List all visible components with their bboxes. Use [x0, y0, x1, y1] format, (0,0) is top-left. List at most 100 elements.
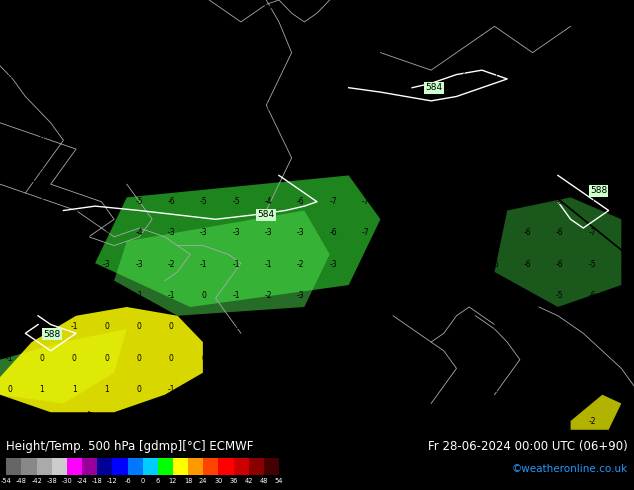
Text: -6: -6 — [621, 291, 628, 300]
Text: -7: -7 — [394, 103, 402, 112]
Bar — [67, 458, 82, 474]
Text: 0: 0 — [39, 354, 44, 363]
Text: 588: 588 — [43, 330, 61, 339]
Text: -2: -2 — [297, 260, 304, 269]
Bar — [233, 458, 249, 474]
Text: -8: -8 — [427, 9, 434, 18]
Text: -8: -8 — [135, 9, 143, 18]
Text: -2: -2 — [330, 385, 337, 394]
Bar — [97, 458, 112, 474]
Text: -7: -7 — [264, 72, 272, 80]
Text: -7: -7 — [264, 103, 272, 112]
Text: -8: -8 — [38, 72, 46, 80]
Text: -1: -1 — [167, 291, 175, 300]
Text: -6: -6 — [200, 9, 207, 18]
Text: -4: -4 — [70, 228, 78, 237]
Text: -1: -1 — [588, 385, 596, 394]
Text: -6: -6 — [588, 291, 596, 300]
Text: -7: -7 — [427, 103, 434, 112]
Text: -7: -7 — [524, 134, 531, 143]
Text: -6: -6 — [556, 322, 564, 331]
Bar — [204, 458, 218, 474]
Text: -7: -7 — [427, 197, 434, 206]
Text: 0: 0 — [141, 478, 145, 484]
Text: 0: 0 — [136, 385, 141, 394]
Text: -1: -1 — [459, 416, 467, 425]
Bar — [158, 458, 173, 474]
Text: -4: -4 — [38, 197, 46, 206]
Text: -2: -2 — [167, 260, 175, 269]
Text: 30: 30 — [214, 478, 223, 484]
Text: 0: 0 — [201, 354, 206, 363]
Text: -7: -7 — [70, 103, 78, 112]
Text: 0: 0 — [136, 416, 141, 425]
Text: -7: -7 — [491, 103, 499, 112]
Text: -7: -7 — [200, 40, 207, 49]
Text: 0: 0 — [104, 322, 109, 331]
Text: -6: -6 — [362, 291, 370, 300]
Text: -5: -5 — [70, 134, 78, 143]
Text: -8: -8 — [38, 40, 46, 49]
Text: -4: -4 — [103, 228, 110, 237]
Text: -7: -7 — [135, 72, 143, 80]
Text: -1: -1 — [232, 416, 240, 425]
Text: -5: -5 — [621, 354, 628, 363]
Text: -6: -6 — [556, 354, 564, 363]
Text: -3: -3 — [70, 260, 78, 269]
Text: -6: -6 — [621, 228, 628, 237]
Text: 18: 18 — [184, 478, 192, 484]
Text: -1: -1 — [232, 322, 240, 331]
Text: -4: -4 — [70, 197, 78, 206]
Text: -7: -7 — [588, 72, 596, 80]
Text: Height/Temp. 500 hPa [gdmp][°C] ECMWF: Height/Temp. 500 hPa [gdmp][°C] ECMWF — [6, 440, 254, 453]
Text: -7: -7 — [427, 134, 434, 143]
Text: -7: -7 — [491, 72, 499, 80]
Text: -6: -6 — [427, 228, 434, 237]
Text: -4: -4 — [38, 228, 46, 237]
Text: -5: -5 — [264, 166, 272, 174]
Text: -3: -3 — [297, 291, 304, 300]
Text: -2: -2 — [427, 416, 434, 425]
Text: -7: -7 — [135, 40, 143, 49]
Text: -1: -1 — [70, 322, 78, 331]
Text: -7: -7 — [103, 72, 110, 80]
Text: -4: -4 — [6, 228, 13, 237]
Text: -7: -7 — [394, 166, 402, 174]
Text: -1: -1 — [103, 291, 110, 300]
Text: -1: -1 — [491, 416, 499, 425]
Text: -7: -7 — [556, 134, 564, 143]
Text: -8: -8 — [621, 103, 628, 112]
Text: -6: -6 — [394, 197, 402, 206]
Text: -7: -7 — [264, 40, 272, 49]
Text: -1: -1 — [6, 416, 13, 425]
Text: -4: -4 — [362, 260, 370, 269]
Text: -5: -5 — [297, 166, 304, 174]
Text: 12: 12 — [169, 478, 177, 484]
Text: -7: -7 — [200, 103, 207, 112]
Text: -4: -4 — [135, 228, 143, 237]
Text: -7: -7 — [556, 166, 564, 174]
Text: -7: -7 — [459, 40, 467, 49]
Text: -2: -2 — [265, 291, 272, 300]
Text: -6: -6 — [330, 134, 337, 143]
Text: -7: -7 — [621, 9, 628, 18]
Text: -5: -5 — [232, 197, 240, 206]
Text: -7: -7 — [167, 103, 175, 112]
Text: 0: 0 — [201, 385, 206, 394]
Text: -6: -6 — [556, 228, 564, 237]
Text: -7: -7 — [459, 134, 467, 143]
Bar — [188, 458, 204, 474]
Text: -6: -6 — [459, 228, 467, 237]
Text: -4: -4 — [38, 260, 46, 269]
Text: -7: -7 — [297, 72, 304, 80]
Text: -3: -3 — [167, 228, 175, 237]
Text: 0: 0 — [72, 416, 77, 425]
Bar — [82, 458, 97, 474]
Text: 54: 54 — [275, 478, 283, 484]
Text: -7: -7 — [556, 9, 564, 18]
Text: -7: -7 — [588, 9, 596, 18]
Text: -8: -8 — [556, 197, 564, 206]
Text: -5: -5 — [427, 291, 434, 300]
Text: 1: 1 — [104, 385, 109, 394]
Text: 24: 24 — [199, 478, 207, 484]
